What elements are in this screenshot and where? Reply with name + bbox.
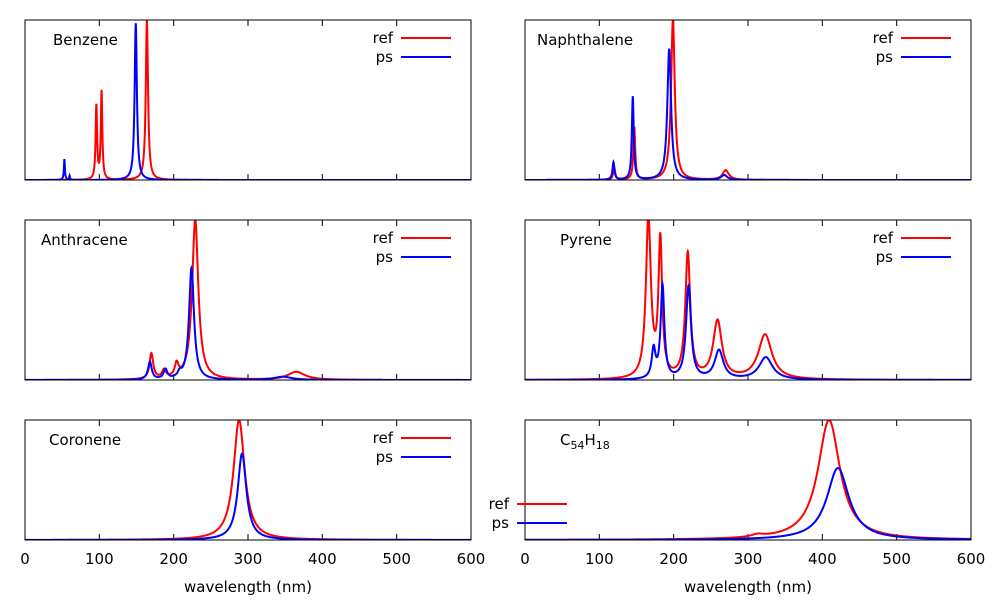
x-tick-label: 200 [659,550,688,568]
panel-title: Naphthalene [537,31,633,49]
x-tick-label: 400 [808,550,837,568]
series-line-ps [25,265,471,380]
panel-title: Anthracene [41,231,128,249]
x-axis-label-right: wavelength (nm) [684,578,812,596]
panel-title: Coronene [49,431,121,449]
legend-label-ref: ref [873,29,894,47]
x-tick-label: 0 [520,550,530,568]
x-tick-label: 600 [957,550,986,568]
series-line-ps [25,452,471,540]
legend-label-ps: ps [376,248,394,266]
legend-label-ps: ps [876,248,894,266]
panel-title: Pyrene [560,231,612,249]
series-line-ps [525,466,971,540]
x-tick-label: 300 [734,550,763,568]
x-tick-label: 500 [882,550,911,568]
plot-frame [24,219,472,381]
plot-frame [24,19,472,181]
x-tick-label: 400 [308,550,337,568]
panel-title: C54H18 [560,431,610,452]
legend-label-ps: ps [876,48,894,66]
legend-label-ps: ps [376,448,394,466]
plot-frame [24,419,472,541]
x-axis-label-left: wavelength (nm) [184,578,312,596]
x-tick-label: 600 [457,550,486,568]
x-tick-label: 0 [20,550,30,568]
plot-frame [524,419,972,541]
legend-label-ps: ps [376,48,394,66]
x-tick-label: 300 [234,550,263,568]
x-axes: 0 100 200 300 400 500 600 0 100 200 300 400 500 600 [20,550,985,568]
series-line-ps [525,280,971,380]
legend-label-ref: ref [373,429,394,447]
legend-label-ref: ref [489,495,510,513]
legend-label-ref: ref [373,29,394,47]
x-tick-label: 100 [585,550,614,568]
legend-label-ref: ref [873,229,894,247]
plot-frame [524,19,972,181]
legend-label-ref: ref [373,229,394,247]
plot-frame [524,219,972,381]
series-line-ps [525,48,971,180]
legend-label-ps: ps [492,514,510,532]
x-tick-label: 500 [382,550,411,568]
panel-title: Benzene [53,31,118,49]
x-tick-label: 200 [159,550,188,568]
x-tick-label: 100 [85,550,114,568]
